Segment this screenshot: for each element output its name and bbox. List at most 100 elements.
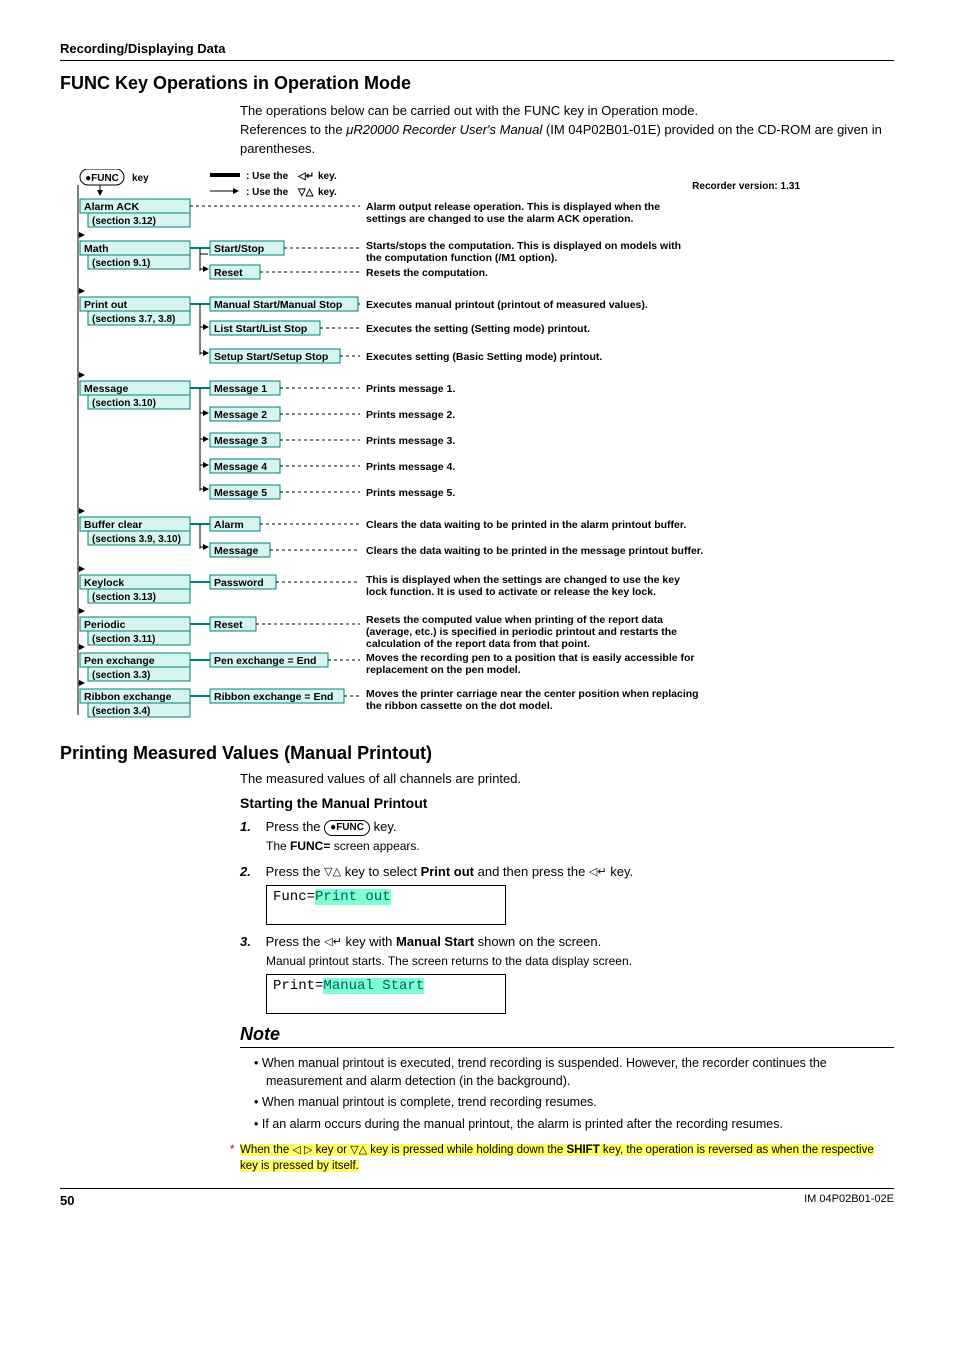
manual-title: μR20000 Recorder User's Manual bbox=[346, 122, 542, 137]
updown-key-icon: ▽△ bbox=[324, 865, 341, 880]
svg-text:(section 9.1): (section 9.1) bbox=[92, 258, 150, 269]
updown-key-icon-2: ▽△ bbox=[350, 1143, 367, 1158]
step-3: 3. Press the ◁↵ key with Manual Start sh… bbox=[240, 933, 894, 1014]
s2c: Print out bbox=[421, 864, 474, 879]
note-item-3: If an alarm occurs during the manual pri… bbox=[254, 1115, 894, 1133]
svg-text:Prints message 4.: Prints message 4. bbox=[366, 461, 455, 473]
svg-text:(sections 3.9, 3.10): (sections 3.9, 3.10) bbox=[92, 534, 181, 545]
svg-text:Clears the data waiting to be: Clears the data waiting to be printed in… bbox=[366, 519, 686, 531]
func-key-icon: ●FUNC bbox=[324, 820, 370, 836]
svg-text:This is displayed when the set: This is displayed when the settings are … bbox=[366, 574, 680, 598]
svg-text:Message 4: Message 4 bbox=[214, 461, 267, 473]
note-item-2: When manual printout is complete, trend … bbox=[254, 1093, 894, 1111]
svg-text:Starts/stops the computation.: Starts/stops the computation. This is di… bbox=[366, 240, 681, 264]
svg-text:key: key bbox=[132, 173, 149, 184]
step-1: 1. Press the ●FUNC key. The FUNC= screen… bbox=[240, 818, 894, 855]
screen-print-manualstart: Print=Manual Start bbox=[266, 974, 506, 1014]
s2d: and then press the bbox=[474, 864, 589, 879]
note-heading: Note bbox=[240, 1022, 894, 1048]
step1-sub: The FUNC= screen appears. bbox=[266, 838, 894, 855]
svg-text:Message 1: Message 1 bbox=[214, 383, 267, 395]
svg-text:Manual Start/Manual Stop: Manual Start/Manual Stop bbox=[214, 299, 342, 311]
intro-line1: The operations below can be carried out … bbox=[240, 103, 698, 118]
svg-text:◁↵: ◁↵ bbox=[297, 171, 314, 182]
s3c: Manual Start bbox=[396, 934, 474, 949]
svg-text:Executes the setting (Setting: Executes the setting (Setting mode) prin… bbox=[366, 323, 590, 335]
intro-paragraph: The operations below can be carried out … bbox=[240, 102, 894, 159]
svg-text:Resets the computation.: Resets the computation. bbox=[366, 267, 488, 279]
svg-text:Buffer clear: Buffer clear bbox=[84, 519, 142, 531]
svg-text:List Start/List Stop: List Start/List Stop bbox=[214, 323, 307, 335]
step3-sub: Manual printout starts. The screen retur… bbox=[266, 953, 894, 970]
svg-text:Prints message 5.: Prints message 5. bbox=[366, 487, 455, 499]
enter-key-icon: ◁↵ bbox=[589, 865, 607, 880]
svg-text:Resets the computed value when: Resets the computed value when printing … bbox=[366, 614, 677, 650]
svg-text:Periodic: Periodic bbox=[84, 619, 126, 631]
svg-text:Executes setting (Basic Settin: Executes setting (Basic Setting mode) pr… bbox=[366, 351, 602, 363]
enter-key-icon-2: ◁↵ bbox=[324, 935, 342, 950]
svg-text:Alarm ACK: Alarm ACK bbox=[84, 201, 139, 213]
svg-text:Moves the printer carriage nea: Moves the printer carriage near the cent… bbox=[366, 688, 699, 712]
svg-text:: Use the: : Use the bbox=[246, 171, 289, 182]
leftright-key-icon: ◁ ▷ bbox=[292, 1143, 312, 1158]
svg-text:Prints message 2.: Prints message 2. bbox=[366, 409, 455, 421]
svg-text:Prints message 1.: Prints message 1. bbox=[366, 383, 455, 395]
printing-intro: The measured values of all channels are … bbox=[240, 770, 894, 788]
svg-text:Moves the recording pen to a p: Moves the recording pen to a position th… bbox=[366, 652, 695, 676]
svg-text:Password: Password bbox=[214, 577, 264, 589]
svg-text:Setup Start/Setup Stop: Setup Start/Setup Stop bbox=[214, 351, 328, 363]
svg-text:(section 3.10): (section 3.10) bbox=[92, 398, 156, 409]
svg-text:(section 3.13): (section 3.13) bbox=[92, 592, 156, 603]
screen-func-printout: Func=Print out bbox=[266, 885, 506, 925]
svg-text:Alarm output release operation: Alarm output release operation. This is … bbox=[366, 201, 660, 225]
s2e: key. bbox=[607, 864, 634, 879]
svg-text:Ribbon exchange: Ribbon exchange bbox=[84, 691, 172, 703]
svg-text:Prints message 3.: Prints message 3. bbox=[366, 435, 455, 447]
svg-text:(section 3.12): (section 3.12) bbox=[92, 216, 156, 227]
svg-text:Start/Stop: Start/Stop bbox=[214, 243, 264, 255]
printing-heading: Printing Measured Values (Manual Printou… bbox=[60, 741, 894, 766]
svg-text:Reset: Reset bbox=[214, 267, 243, 279]
shift-footnote: * When the ◁ ▷ key or ▽△ key is pressed … bbox=[240, 1143, 894, 1174]
svg-text:Alarm: Alarm bbox=[214, 519, 244, 531]
svg-text:: Use the: : Use the bbox=[246, 187, 289, 198]
page-title-1: FUNC Key Operations in Operation Mode bbox=[60, 71, 894, 96]
svg-text:Reset: Reset bbox=[214, 619, 243, 631]
svg-text:Math: Math bbox=[84, 243, 109, 255]
svg-text:Message: Message bbox=[84, 383, 129, 395]
intro-line2-pre: References to the bbox=[240, 122, 346, 137]
svg-text:Keylock: Keylock bbox=[84, 577, 124, 589]
svg-text:▽△: ▽△ bbox=[297, 187, 314, 198]
svg-text:Pen exchange: Pen exchange bbox=[84, 655, 155, 667]
note-list: When manual printout is executed, trend … bbox=[254, 1054, 894, 1133]
svg-text:Clears the data waiting to be: Clears the data waiting to be printed in… bbox=[366, 545, 703, 557]
s3a: Press the bbox=[266, 934, 325, 949]
s2b: key to select bbox=[341, 864, 420, 879]
recorder-version: Recorder version: 1.31 bbox=[692, 181, 800, 192]
step-2: 2. Press the ▽△ key to select Print out … bbox=[240, 863, 894, 925]
svg-text:●FUNC: ●FUNC bbox=[85, 173, 119, 184]
svg-text:Message: Message bbox=[214, 545, 259, 557]
func-key-diagram: .box { fill:#d7f5f0; stroke:#00807a; str… bbox=[60, 169, 894, 729]
svg-text:Print out: Print out bbox=[84, 299, 128, 311]
header-rule bbox=[60, 60, 894, 61]
doc-id: IM 04P02B01-02E bbox=[804, 1192, 894, 1210]
svg-text:Executes manual printout (prin: Executes manual printout (printout of me… bbox=[366, 299, 648, 311]
svg-text:(sections 3.7, 3.8): (sections 3.7, 3.8) bbox=[92, 314, 175, 325]
svg-text:Message 3: Message 3 bbox=[214, 435, 267, 447]
starting-heading: Starting the Manual Printout bbox=[240, 794, 894, 814]
svg-text:key.: key. bbox=[318, 187, 337, 198]
svg-text:Ribbon exchange = End: Ribbon exchange = End bbox=[214, 691, 333, 703]
step1-post: key. bbox=[370, 819, 397, 834]
svg-text:(section 3.4): (section 3.4) bbox=[92, 706, 150, 717]
s3d: shown on the screen. bbox=[474, 934, 601, 949]
svg-text:(section 3.3): (section 3.3) bbox=[92, 670, 150, 681]
s2a: Press the bbox=[266, 864, 325, 879]
diagram-svg: .box { fill:#d7f5f0; stroke:#00807a; str… bbox=[60, 169, 894, 729]
svg-text:(section 3.11): (section 3.11) bbox=[92, 634, 155, 645]
section-header: Recording/Displaying Data bbox=[60, 40, 894, 58]
svg-text:Message 5: Message 5 bbox=[214, 487, 267, 499]
svg-text:key.: key. bbox=[318, 171, 337, 182]
svg-text:Pen exchange = End: Pen exchange = End bbox=[214, 655, 316, 667]
page-number: 50 bbox=[60, 1192, 74, 1210]
